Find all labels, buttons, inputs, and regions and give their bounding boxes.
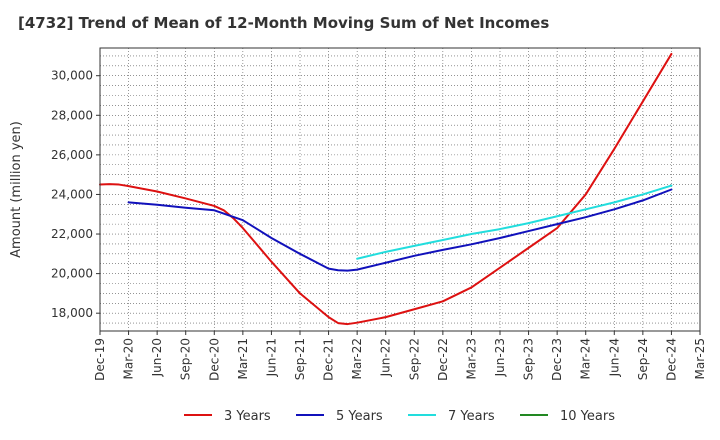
- x-tick-label: Dec-24: [664, 338, 678, 381]
- x-tick-label: Mar-25: [693, 338, 707, 379]
- x-tick-label: Mar-23: [464, 338, 478, 379]
- x-tick-label: Jun-23: [493, 338, 507, 377]
- x-tick-label: Sep-24: [636, 338, 650, 380]
- series-line-5-years: [127, 188, 673, 272]
- x-tick-label: Mar-24: [579, 338, 593, 379]
- plot-frame: [99, 47, 701, 332]
- x-tick-label: Mar-22: [350, 338, 364, 379]
- chart-title: [4732] Trend of Mean of 12-Month Moving …: [18, 14, 550, 32]
- y-tick-label: 22,000: [51, 227, 93, 241]
- x-tick-label: Mar-21: [236, 338, 250, 379]
- grid-lines: [99, 48, 701, 331]
- x-tick-label: Sep-22: [407, 338, 421, 380]
- x-tick-label: Sep-23: [522, 338, 536, 380]
- x-tick-label: Dec-22: [436, 338, 450, 381]
- x-tick-label: Sep-21: [293, 338, 307, 380]
- x-tick-label: Jun-20: [150, 338, 164, 377]
- y-tick-label: 24,000: [51, 187, 93, 201]
- series-line-7-years: [356, 184, 673, 260]
- series-line-3-years: [99, 52, 673, 326]
- y-axis-label: Amount (million yen): [9, 121, 24, 258]
- x-tick-label: Jun-21: [264, 338, 278, 377]
- legend-label: 3 Years: [224, 409, 271, 424]
- y-tick-label: 26,000: [51, 148, 93, 162]
- y-axis-ticks: 18,000 20,000 22,000 24,000 26,000 28,000 30,0…: [51, 69, 100, 320]
- x-tick-label: Sep-20: [179, 338, 193, 380]
- x-tick-label: Jun-22: [379, 338, 393, 377]
- x-tick-label: Jun-24: [607, 338, 621, 377]
- y-tick-label: 18,000: [51, 306, 93, 320]
- legend-label: 5 Years: [336, 409, 383, 424]
- x-tick-label: Dec-19: [93, 338, 107, 381]
- plot-area: [100, 48, 700, 331]
- y-tick-label: 28,000: [51, 108, 93, 122]
- x-tick-label: Mar-20: [122, 338, 136, 379]
- x-tick-label: Dec-20: [207, 338, 221, 381]
- x-tick-label: Dec-21: [322, 338, 336, 381]
- series-lines: [99, 52, 673, 326]
- legend-label: 7 Years: [448, 409, 495, 424]
- y-tick-label: 30,000: [51, 69, 93, 83]
- x-axis-ticks: Dec-19 Mar-20 Jun-20 Sep-20 Dec-20 Mar-21 Jun-…: [93, 331, 707, 381]
- legend: 3 Years 5 Years 7 Years 10 Years: [184, 409, 615, 424]
- y-tick-label: 20,000: [51, 267, 93, 281]
- legend-label: 10 Years: [560, 409, 615, 424]
- x-tick-label: Dec-23: [550, 338, 564, 381]
